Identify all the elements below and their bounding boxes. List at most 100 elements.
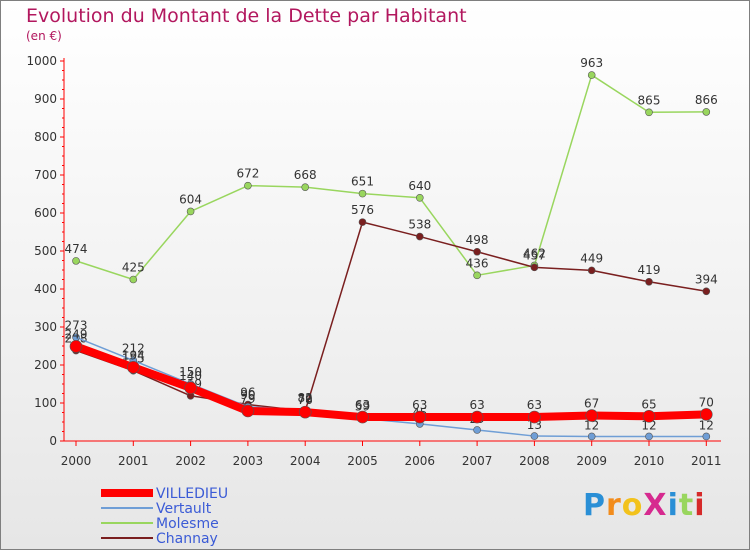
data-point-molesme	[244, 181, 252, 190]
data-point-channay	[473, 247, 481, 256]
data-label-channay: 538	[408, 218, 431, 232]
logo-letter: X	[643, 488, 668, 523]
legend-label-molesme: Molesme	[156, 516, 219, 532]
data-label-vertault: 150	[179, 365, 202, 379]
data-point-villedieu	[642, 409, 656, 423]
data-label-channay: 96	[240, 386, 255, 400]
data-point-villedieu	[470, 410, 484, 424]
data-label-villedieu: 63	[527, 398, 542, 412]
data-label-villedieu: 63	[355, 398, 370, 412]
data-point-channay	[530, 263, 539, 272]
y-tick-label: 500	[34, 244, 57, 258]
y-tick-label: 700	[34, 168, 57, 182]
logo-letter: i	[694, 488, 706, 523]
data-label-villedieu: 63	[412, 398, 427, 412]
data-point-vertault	[702, 432, 711, 441]
logo-letter: P	[583, 488, 606, 523]
logo-letter: i	[667, 488, 679, 523]
data-label-vertault: 212	[122, 341, 145, 355]
series-molesme: 474 425 604 672 668 651 640 436 462 963 865 866	[65, 56, 718, 284]
data-label-molesme: 640	[408, 179, 431, 193]
legend-label-channay: Channay	[156, 531, 218, 547]
y-tick-label: 0	[49, 434, 57, 448]
data-label-channay: 457	[523, 248, 546, 262]
chart-title: Evolution du Montant de la Dette par Hab…	[26, 5, 467, 27]
data-point-villedieu	[184, 381, 197, 395]
data-label-villedieu: 63	[469, 398, 484, 412]
x-tick-label: 2003	[233, 454, 264, 468]
data-label-channay: 419	[638, 263, 661, 277]
data-label-villedieu: 76	[298, 393, 313, 407]
series-line-vertault	[75, 336, 708, 438]
data-point-channay	[358, 218, 367, 226]
data-point-channay	[587, 266, 596, 275]
data-label-molesme: 604	[179, 192, 202, 206]
data-label-molesme: 668	[294, 168, 317, 182]
data-label-molesme: 462	[523, 246, 546, 260]
data-label-channay: 449	[580, 251, 603, 265]
y-tick-label: 800	[34, 130, 57, 144]
data-label-villedieu: 70	[699, 395, 714, 409]
data-label-molesme: 436	[466, 256, 489, 270]
x-tick-label: 2008	[519, 454, 550, 468]
data-point-vertault	[587, 432, 596, 441]
data-label-villedieu: 67	[584, 397, 599, 411]
data-label-molesme: 474	[65, 242, 88, 256]
legend-label-vertault: Vertault	[156, 501, 212, 517]
x-tick-label: 2000	[61, 454, 92, 468]
data-point-channay	[415, 232, 424, 241]
data-label-villedieu: 65	[641, 397, 656, 411]
data-point-molesme	[473, 271, 481, 280]
data-point-villedieu	[298, 405, 312, 419]
series-line-villedieu	[72, 342, 711, 422]
data-label-channay: 79	[298, 392, 313, 406]
data-label-molesme: 865	[638, 93, 661, 107]
data-point-molesme	[702, 108, 711, 116]
data-point-channay	[702, 287, 711, 296]
data-label-villedieu: 194	[122, 348, 145, 362]
data-point-vertault	[530, 432, 539, 440]
data-point-channay	[645, 277, 653, 286]
series-line-channay	[75, 221, 708, 412]
logo-letter: t	[678, 488, 695, 523]
x-tick-label: 2004	[290, 454, 321, 468]
data-label-molesme: 651	[351, 175, 374, 189]
data-point-villedieu	[356, 410, 369, 424]
data-point-villedieu	[528, 410, 541, 424]
data-label-vertault: 12	[699, 418, 714, 432]
x-tick-label: 2010	[634, 454, 665, 468]
data-point-molesme	[587, 71, 596, 79]
data-point-molesme	[645, 108, 653, 117]
data-label-vertault: 273	[65, 318, 88, 332]
data-label-vertault: 12	[641, 418, 656, 432]
logo-letter: r	[606, 488, 622, 523]
logo-letter: o	[621, 488, 644, 523]
data-label-channay: 394	[695, 272, 718, 286]
proxiti-logo: ProXiti	[583, 488, 706, 523]
data-point-molesme	[358, 189, 367, 198]
data-label-molesme: 866	[695, 93, 718, 107]
x-tick-label: 2002	[175, 454, 206, 468]
data-point-villedieu	[127, 360, 140, 374]
data-point-villedieu	[585, 409, 599, 422]
data-label-vertault: 59	[355, 400, 370, 414]
data-label-molesme: 963	[580, 56, 603, 70]
data-point-vertault	[645, 432, 653, 441]
data-point-molesme	[129, 275, 138, 284]
data-point-villedieu	[241, 404, 255, 418]
y-tick-label: 300	[34, 320, 57, 334]
legend-label-villedieu: VILLEDIEU	[156, 486, 228, 502]
y-tick-label: 400	[34, 282, 57, 296]
data-label-villedieu: 79	[240, 392, 255, 406]
series-line-molesme	[75, 74, 708, 281]
data-point-molesme	[415, 194, 424, 202]
data-point-villedieu	[699, 408, 713, 421]
data-label-molesme: 672	[236, 167, 259, 181]
data-label-channay: 498	[466, 233, 489, 247]
data-label-molesme: 425	[122, 261, 145, 275]
x-tick-label: 2001	[118, 454, 149, 468]
y-tick-label: 100	[34, 396, 57, 410]
